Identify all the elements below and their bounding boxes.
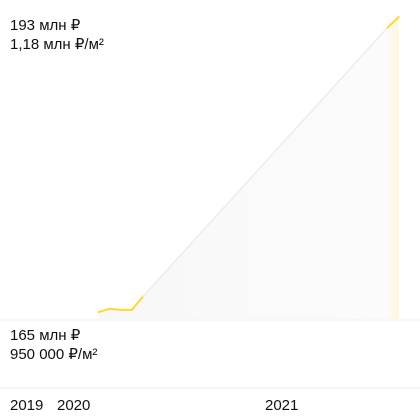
x-axis-ticks: 2019 2020 2021 — [10, 397, 298, 414]
min-price-labels: 165 млн ₽ 950 000 ₽/м² — [10, 326, 97, 364]
x-tick-label-2021: 2021 — [265, 397, 298, 414]
x-tick-label-2020: 2020 — [57, 397, 90, 414]
price-line-gap — [142, 26, 389, 297]
max-price-per-m2: 1,18 млн ₽/м² — [10, 36, 104, 53]
price-line-segment — [108, 307, 122, 311]
price-line-segment — [386, 16, 400, 29]
max-price-labels: 193 млн ₽ 1,18 млн ₽/м² — [10, 16, 104, 54]
min-price: 165 млн ₽ — [10, 327, 81, 344]
min-price-per-m2: 950 000 ₽/м² — [10, 346, 98, 363]
price-lines — [97, 16, 400, 313]
price-area — [98, 17, 399, 320]
x-tick-label-2019: 2019 — [10, 397, 43, 414]
price-line-segment — [97, 307, 111, 313]
max-price: 193 млн ₽ — [10, 17, 81, 34]
price-line-segment — [130, 295, 145, 311]
